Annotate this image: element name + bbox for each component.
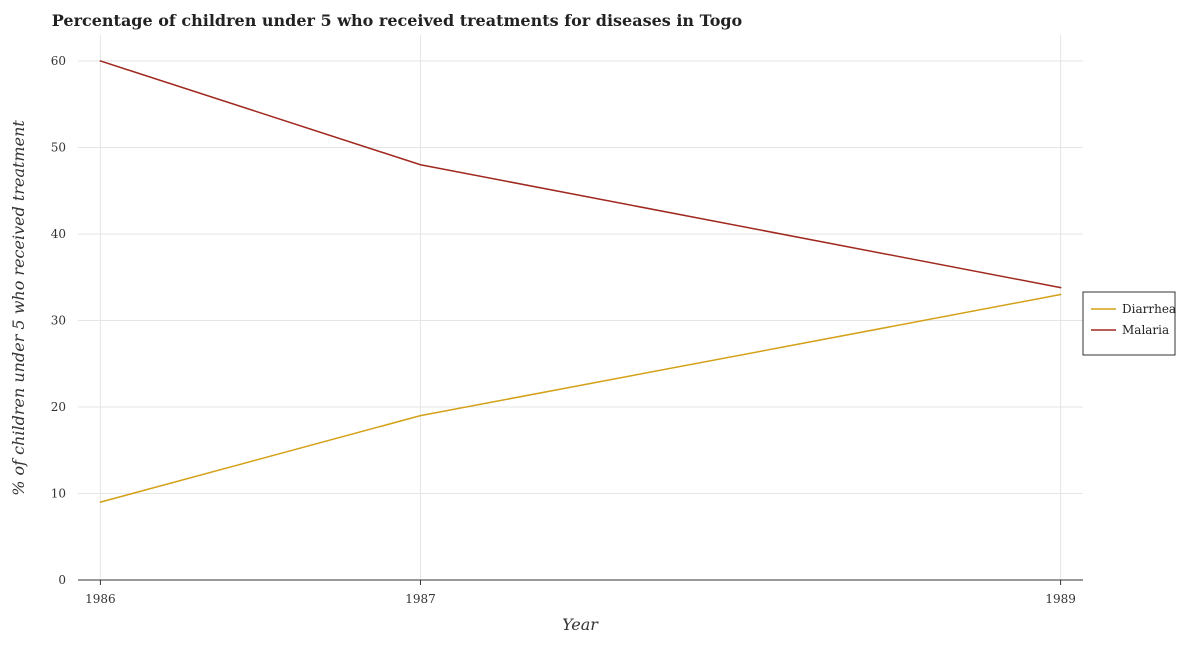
x-axis-label: Year (562, 615, 599, 634)
chart-title: Percentage of children under 5 who recei… (52, 11, 743, 30)
data-point-malaria (99, 60, 102, 62)
x-ticks: 1986 1987 1989 (85, 580, 1076, 606)
x-tick-label: 1986 (85, 592, 116, 606)
y-axis-label: % of children under 5 who received treat… (9, 120, 28, 496)
y-tick-label: 0 (58, 573, 66, 587)
series-lines (99, 60, 1062, 503)
legend: Diarrhea Malaria (1082, 291, 1176, 356)
y-ticks: 0 10 20 30 40 50 60 (51, 54, 66, 587)
data-point-diarrhea (99, 501, 102, 503)
legend-label-diarrhea: Diarrhea (1122, 302, 1176, 316)
x-tick-label: 1989 (1045, 592, 1076, 606)
data-point-malaria (419, 163, 422, 166)
data-point-malaria (1059, 286, 1062, 289)
series-line-malaria (100, 60, 1061, 289)
y-tick-label: 50 (51, 140, 66, 154)
y-tick-label: 40 (51, 227, 66, 241)
y-tick-label: 10 (51, 486, 66, 500)
legend-label-malaria: Malaria (1122, 323, 1169, 337)
y-tick-label: 20 (51, 400, 66, 414)
series-line-diarrhea (100, 293, 1061, 503)
data-point-diarrhea (1059, 293, 1062, 296)
x-tick-label: 1987 (405, 592, 436, 606)
grid (78, 35, 1083, 581)
data-point-diarrhea (419, 414, 422, 417)
y-tick-label: 30 (51, 313, 66, 327)
legend-box (1082, 291, 1176, 356)
y-tick-label: 60 (51, 54, 66, 68)
